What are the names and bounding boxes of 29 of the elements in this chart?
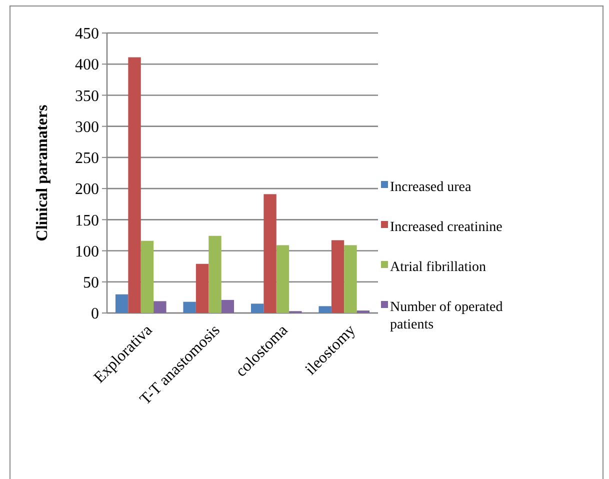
y-tick-label: 450 (75, 26, 99, 43)
y-tick-label: 350 (75, 88, 99, 105)
y-tick-label: 150 (75, 212, 99, 230)
legend-label: Number of operated patients (390, 300, 503, 332)
bar (196, 264, 209, 313)
y-tick-label: 300 (75, 118, 99, 136)
y-tick-label: 400 (75, 56, 99, 74)
bar (250, 304, 264, 313)
bar (208, 236, 222, 313)
legend-label: Increased urea (390, 180, 472, 195)
y-tick-label: 200 (75, 181, 99, 198)
y-tick-label: 250 (75, 150, 99, 168)
bar (221, 300, 234, 313)
legend-label: Atrial fibrillation (390, 260, 486, 275)
bar (318, 306, 332, 313)
bar (128, 57, 141, 313)
bar (154, 301, 166, 313)
bar (264, 194, 276, 313)
y-axis-title: Clinical paramaters (34, 104, 51, 242)
bar (276, 245, 290, 313)
bar (183, 302, 196, 313)
bar (140, 240, 154, 313)
bar (331, 240, 344, 313)
y-tick-label: 0 (91, 306, 99, 323)
legend-label: Increased creatinine (390, 220, 502, 235)
y-tick-label: 100 (75, 243, 99, 260)
bar (344, 245, 357, 313)
y-tick-label: 50 (83, 274, 99, 292)
bar (115, 294, 128, 313)
